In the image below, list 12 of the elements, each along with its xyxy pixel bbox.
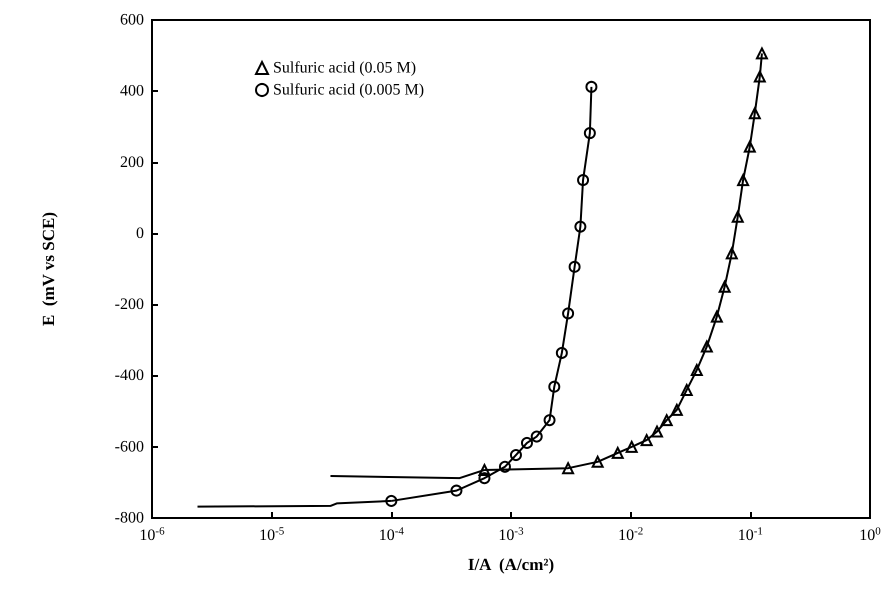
y-tick-label: -800	[114, 510, 144, 526]
y-tick-label: 400	[120, 82, 144, 100]
y-tick-label: -200	[114, 296, 144, 314]
x-axis-title: I/A (A/cm²)	[468, 555, 554, 574]
y-tick-label: -600	[114, 438, 144, 456]
y-tick-label: -400	[114, 367, 144, 384]
y-tick-label: 200	[120, 154, 144, 171]
legend-label: Sulfuric acid (0.05 M)	[273, 60, 416, 76]
legend-label: Sulfuric acid (0.005 M)	[273, 82, 424, 98]
y-tick-label: 600	[120, 12, 144, 28]
y-axis-title: E (mV vs SCE)	[39, 212, 58, 326]
y-tick-label: 0	[136, 224, 144, 242]
